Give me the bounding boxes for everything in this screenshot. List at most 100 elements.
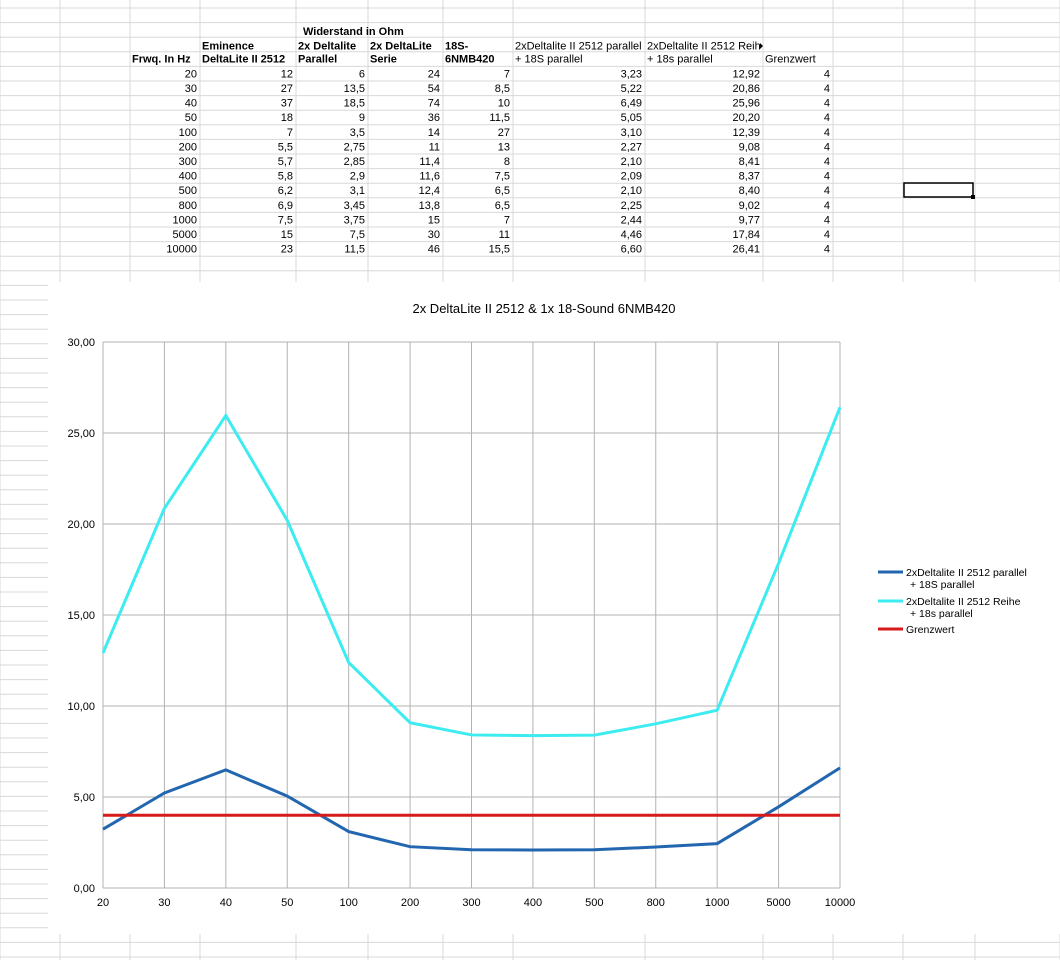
y-tick-label: 30,00 [67,337,95,349]
cell: 20 [185,68,197,80]
cell: 9 [359,112,365,124]
cell: 24 [428,68,440,80]
selected-cell[interactable] [903,182,974,198]
cell: 2,25 [621,200,642,212]
cell: 3,23 [621,68,642,80]
header-cell: 2xDeltalite II 2512 parallel [515,40,642,52]
cell: 7,5 [278,214,293,226]
cell: 12,92 [732,68,760,80]
cell: 4 [824,98,830,110]
cell: 11 [499,229,510,241]
cell: 11,4 [419,156,440,168]
cell: 36 [428,112,440,124]
cell: 11,5 [344,244,365,256]
x-tick-label: 200 [401,897,419,909]
cell: 8,5 [495,83,510,95]
cell: 15 [428,214,440,226]
cell: 18 [281,112,293,124]
cell: 5,22 [621,83,642,95]
cell: 13 [498,141,510,153]
x-tick-label: 800 [647,897,665,909]
cell: 26,41 [732,244,760,256]
cell: 2,10 [621,185,642,197]
cell: 5000 [173,229,197,241]
cell: 12,39 [732,127,760,139]
cell: 4 [824,200,830,212]
cell: 8,40 [739,185,760,197]
x-tick-label: 500 [585,897,603,909]
y-tick-label: 0,00 [74,883,95,895]
cell: 18,5 [344,98,365,110]
cell: 20,86 [732,83,760,95]
header-cell: 18S- [445,40,469,52]
cell: 4 [824,229,830,241]
cell: 5,8 [278,171,293,183]
cell: 11,5 [489,112,510,124]
header-cell: 2x DeltaLite [370,40,432,52]
cell: 30 [428,229,440,241]
cell: 2,44 [621,214,642,226]
cell: 40 [185,98,197,110]
cell: 3,5 [350,127,365,139]
chart: 2x DeltaLite II 2512 & 1x 18-Sound 6NMB4… [48,282,1060,934]
cell: 2,85 [344,156,365,168]
cell: 3,10 [621,127,642,139]
cell: 5,5 [278,141,293,153]
cell: 17,84 [732,229,760,241]
y-tick-label: 20,00 [67,519,95,531]
x-tick-label: 5000 [766,897,790,909]
cell: 6,60 [621,244,642,256]
cell: 2,75 [344,141,365,153]
cell: 2,09 [621,171,642,183]
cell: 2,27 [621,141,642,153]
cell: 7,5 [350,229,365,241]
cell: 7,5 [495,171,510,183]
x-tick-label: 30 [158,897,170,909]
chart-title: 2x DeltaLite II 2512 & 1x 18-Sound 6NMB4… [412,301,675,316]
cell: 3,45 [344,200,365,212]
cell: 10 [498,98,510,110]
x-tick-label: 50 [281,897,293,909]
x-tick-label: 400 [524,897,542,909]
cell: 200 [179,141,197,153]
cell: 6,9 [278,200,293,212]
cell: 13,5 [344,83,365,95]
cell: 27 [281,83,293,95]
cell: 1000 [173,214,197,226]
fill-handle [971,195,975,199]
cell: 5,05 [621,112,642,124]
cell: 46 [428,244,440,256]
cell: 8,37 [739,171,760,183]
cell: 4 [824,83,830,95]
cell: 30 [185,83,197,95]
cell: 9,77 [739,214,760,226]
group-header: Widerstand in Ohm [303,26,404,38]
cell: 6,5 [495,200,510,212]
y-tick-label: 5,00 [74,792,95,804]
cell: 15,5 [489,244,510,256]
overflow-arrow [760,43,763,49]
cell: 3,75 [344,214,365,226]
chart-area [48,282,1060,934]
cell: 4 [824,127,830,139]
cell: 3,1 [350,185,365,197]
cell: 25,96 [732,98,760,110]
header-cell: 6NMB420 [445,53,495,65]
header-cell: Parallel [298,53,337,65]
cell: 50 [185,112,197,124]
cell: 800 [179,200,197,212]
header-cell: DeltaLite II 2512 [202,53,285,65]
cell: 11 [429,141,440,153]
cell: 54 [428,83,440,95]
cell: 9,02 [739,200,760,212]
cell: 5,7 [278,156,293,168]
cell: 11,6 [419,171,440,183]
legend-label: 2xDeltalite II 2512 Reihe + 18s parallel [906,596,1021,620]
x-tick-label: 40 [220,897,232,909]
header-cell: Grenzwert [765,53,816,65]
data-table: Widerstand in Ohm Frwq. In Hz EminenceDelt… [132,26,830,256]
cell: 2,10 [621,156,642,168]
cell: 74 [428,98,440,110]
cell: 100 [179,127,197,139]
cell: 4 [824,171,830,183]
